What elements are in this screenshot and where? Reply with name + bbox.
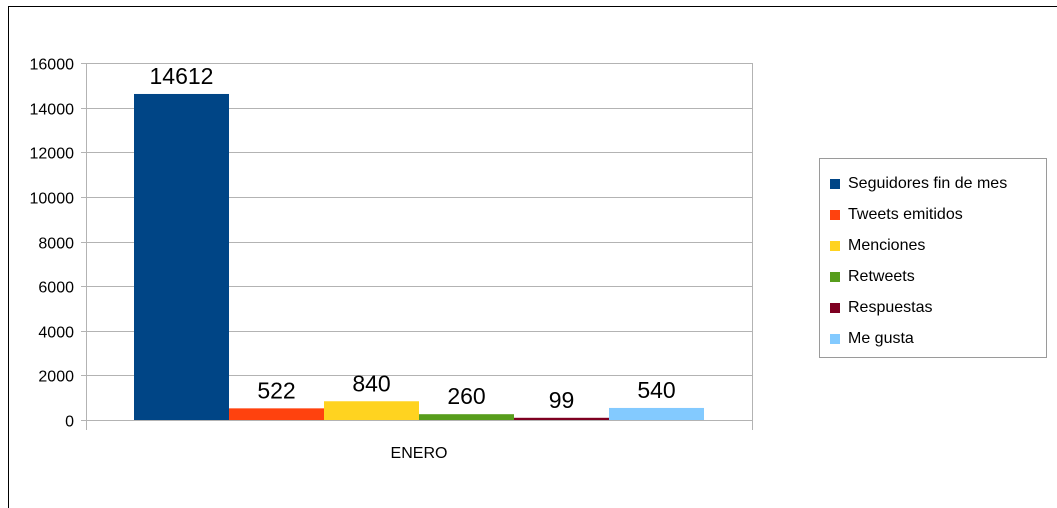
- legend-swatch: [830, 333, 840, 344]
- bar-respuestas: [514, 417, 609, 420]
- data-label: 840: [352, 370, 390, 396]
- y-tick-label: 6000: [38, 280, 74, 297]
- bar-me-gusta: [609, 407, 704, 420]
- legend-item: Tweets emitidos: [820, 199, 1046, 230]
- y-tick-label: 14000: [30, 102, 75, 119]
- legend-item: Respuestas: [820, 292, 1046, 323]
- bar-menciones: [324, 401, 419, 420]
- y-tick-label: 10000: [30, 191, 75, 208]
- bar-tweets-emitidos: [229, 408, 324, 420]
- legend-swatch: [830, 302, 840, 313]
- y-tick-label: 4000: [38, 325, 74, 342]
- legend-item: Menciones: [820, 230, 1046, 261]
- data-label: 540: [637, 377, 675, 403]
- x-category-label: ENERO: [391, 445, 448, 462]
- data-labels: 14612 522 840 260 99 540: [150, 63, 676, 413]
- legend-label: Tweets emitidos: [848, 205, 963, 223]
- legend: Seguidores fin de mes Tweets emitidos Menc…: [819, 158, 1047, 358]
- axes: [81, 63, 753, 430]
- bars: [134, 93, 704, 420]
- y-tick-label: 2000: [38, 369, 74, 386]
- legend-label: Retweets: [848, 267, 915, 285]
- y-tick-label: 12000: [30, 146, 75, 163]
- data-label: 522: [257, 377, 295, 403]
- legend-label: Seguidores fin de mes: [848, 174, 1008, 192]
- legend-label: Menciones: [848, 236, 926, 254]
- data-label: 14612: [150, 63, 214, 89]
- legend-label: Respuestas: [848, 298, 933, 316]
- bar-retweets: [419, 414, 514, 420]
- y-tick-label: 16000: [30, 57, 75, 74]
- y-tick-label: 0: [65, 414, 74, 431]
- legend-swatch: [830, 240, 840, 251]
- legend-swatch: [830, 209, 840, 220]
- legend-label: Me gusta: [848, 329, 914, 347]
- data-label: 260: [447, 383, 485, 409]
- legend-item: Me gusta: [820, 323, 1046, 354]
- legend-item: Retweets: [820, 261, 1046, 292]
- legend-swatch: [830, 178, 840, 189]
- legend-swatch: [830, 271, 840, 282]
- legend-item: Seguidores fin de mes: [820, 168, 1046, 199]
- y-tick-label: 8000: [38, 236, 74, 253]
- category-labels: ENERO: [391, 445, 448, 462]
- y-tick-labels: 0 2000 4000 6000 8000 10000 12000 14000 16000: [30, 57, 75, 431]
- bar-seguidores-fin-de-mes: [134, 93, 229, 420]
- data-label: 99: [549, 387, 575, 413]
